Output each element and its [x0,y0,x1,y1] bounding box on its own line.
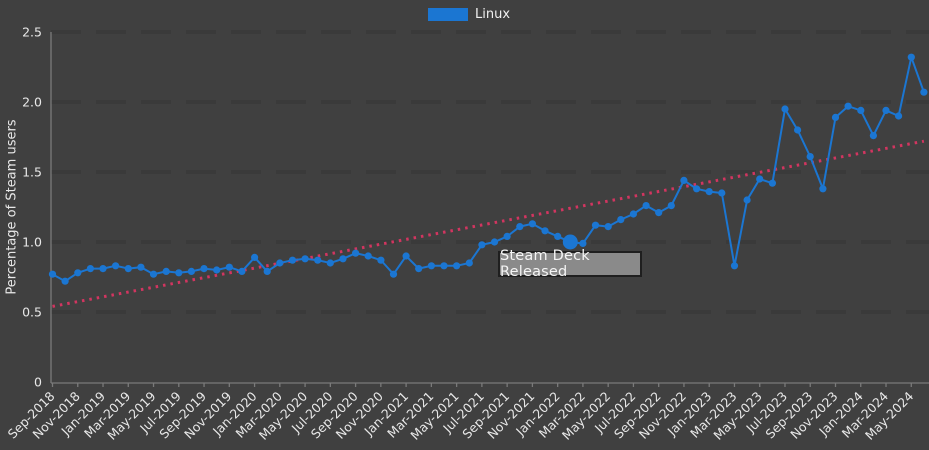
data-point-Jul-2021[interactable] [478,241,486,249]
data-point-Jul-2022[interactable] [629,210,638,218]
data-point-Oct-2019[interactable] [213,266,221,274]
y-axis-title: Percentage of Steam users [4,119,20,295]
data-point-Jan-2022[interactable] [554,232,562,240]
y-tick-label: 1.5 [22,165,42,180]
data-point-Mar-2019[interactable] [124,265,132,273]
data-point-Sep-2018[interactable] [48,270,57,278]
data-point-Feb-2019[interactable] [112,262,120,270]
data-point-Dec-2018[interactable] [86,265,94,273]
data-point-Dec-2021[interactable] [541,227,549,235]
data-point-Apr-2020[interactable] [288,256,297,264]
data-point-Jan-2021[interactable] [402,252,410,260]
steam-deck-annotation: Steam Deck Released [498,248,642,280]
data-point-Oct-2022[interactable] [667,202,675,210]
data-point-Sep-2023[interactable] [806,153,814,161]
data-point-Nov-2021[interactable] [528,220,537,228]
data-point-Mar-2020[interactable] [276,259,284,267]
data-point-Jan-2023[interactable] [705,188,713,196]
data-point-Dec-2023[interactable] [844,102,852,110]
data-point-Oct-2020[interactable] [364,252,372,260]
data-point-Jun-2020[interactable] [314,256,322,264]
data-point-Mar-2021[interactable] [427,262,435,270]
data-point-Aug-2020[interactable] [339,255,347,263]
data-point-Jun-2024[interactable] [920,88,928,96]
data-point-Dec-2019[interactable] [238,267,246,275]
data-point-Aug-2019[interactable] [187,267,195,275]
data-point-Nov-2022[interactable] [680,176,688,184]
legend[interactable]: Linux [428,7,510,22]
data-point-Nov-2023[interactable] [831,113,840,121]
data-point-Aug-2021[interactable] [490,238,499,246]
data-point-Jun-2019[interactable] [162,267,170,275]
data-point-Jul-2019[interactable] [175,269,183,277]
y-tick-label: 0 [34,375,42,390]
data-point-Jul-2023[interactable] [781,105,789,113]
data-point-May-2023[interactable] [756,175,764,183]
data-point-Nov-2018[interactable] [74,269,82,277]
data-point-May-2024[interactable] [907,53,915,61]
data-point-May-2019[interactable] [149,270,158,278]
data-point-Apr-2022[interactable] [591,221,600,229]
data-point-Mar-2024[interactable] [882,106,890,114]
data-point-Apr-2023[interactable] [743,196,751,204]
data-point-Apr-2024[interactable] [895,112,903,120]
data-point-May-2021[interactable] [453,262,461,270]
highlight-point-steam-deck[interactable] [562,234,578,250]
data-point-Jan-2019[interactable] [99,265,107,273]
data-point-May-2020[interactable] [301,255,309,263]
data-point-Aug-2022[interactable] [642,202,650,210]
data-point-Sep-2021[interactable] [503,232,511,240]
data-point-Jun-2021[interactable] [465,259,473,267]
data-point-Mar-2023[interactable] [730,262,739,270]
data-point-Sep-2022[interactable] [655,209,663,217]
legend-swatch-linux[interactable] [428,8,468,21]
data-point-Nov-2019[interactable] [225,263,233,271]
data-point-Oct-2023[interactable] [819,185,827,193]
y-tick-label: 2.0 [22,95,42,110]
data-point-Jan-2020[interactable] [251,253,259,261]
data-point-Apr-2021[interactable] [440,262,448,270]
data-point-Feb-2023[interactable] [718,189,726,197]
data-point-Jan-2024[interactable] [857,106,865,114]
data-point-Feb-2024[interactable] [869,132,878,140]
data-point-Jul-2020[interactable] [326,259,334,267]
data-point-Jun-2022[interactable] [617,216,625,224]
data-point-Sep-2020[interactable] [352,249,360,257]
data-point-Dec-2020[interactable] [389,270,398,278]
legend-label-linux[interactable]: Linux [475,7,511,22]
data-point-Oct-2021[interactable] [516,223,524,231]
data-point-Dec-2022[interactable] [693,185,701,193]
y-tick-label: 0.5 [22,305,42,320]
data-point-Feb-2021[interactable] [415,265,423,273]
data-point-Jun-2023[interactable] [768,179,777,187]
data-point-Nov-2020[interactable] [377,256,385,264]
trend-line [52,139,925,308]
data-point-Apr-2019[interactable] [137,263,145,271]
data-point-Feb-2020[interactable] [263,267,271,275]
data-point-Aug-2023[interactable] [794,126,802,134]
y-tick-label: 2.5 [22,25,42,40]
data-point-Oct-2018[interactable] [61,277,69,285]
y-tick-label: 1.0 [22,235,42,250]
data-point-Sep-2019[interactable] [200,265,208,273]
data-point-May-2022[interactable] [604,223,612,231]
linux-series-line [52,53,925,283]
data-point-Mar-2022[interactable] [579,239,587,247]
